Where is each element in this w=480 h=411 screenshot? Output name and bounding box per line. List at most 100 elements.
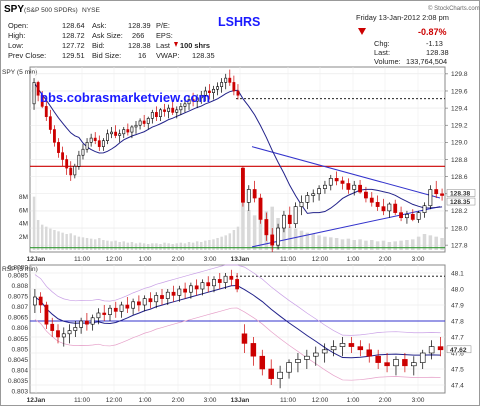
rsp-candle-body: [304, 355, 310, 360]
price-candle-body: [85, 142, 89, 150]
volume-bar: [220, 236, 223, 250]
price-x-axis: 12Jan 11:00 12:00 1:00 2:00 3:00 13Jan 11:00 12:…: [27, 256, 425, 263]
volume-bar: [167, 243, 170, 250]
volume-bar: [311, 234, 315, 250]
rsp-candle-body: [56, 330, 60, 338]
volume-bar: [399, 240, 403, 250]
volume-bar: [65, 234, 68, 250]
rsp-x-tick-label: 11:00: [74, 397, 90, 404]
rsp-candle-body: [223, 275, 228, 283]
volume-bar: [102, 240, 105, 250]
price-candle-body: [126, 129, 130, 133]
price-candle-body: [299, 202, 304, 207]
price-candle-body: [65, 159, 69, 169]
triangle-trendline: [251, 206, 441, 248]
rsp-bands: [34, 264, 441, 381]
price-tag: [446, 197, 476, 206]
field-eps-label: EPS:: [156, 31, 173, 40]
volume-bar: [216, 238, 219, 250]
rsp-y-axis-right: 47.4 47.5 47.6 47.7 47.8 47.9 48.0 48.1: [451, 270, 464, 389]
price-candle-body: [77, 154, 81, 167]
price-candle-body: [159, 109, 162, 117]
volume-bar: [155, 243, 158, 250]
volume-bar: [416, 236, 421, 250]
price-candle-body: [199, 94, 203, 99]
rsp-candle-body: [375, 355, 381, 363]
watermark: © StockCharts.com: [428, 5, 480, 12]
rsp-candle-body: [295, 359, 301, 363]
field-lastpx-label: Last:: [374, 48, 390, 57]
field-high-label: High:: [8, 31, 25, 40]
rsp-candle-body: [366, 349, 372, 357]
volume-bar: [232, 230, 236, 250]
price-candle-body: [175, 109, 179, 113]
rsp-x-axis: 12Jan 11:00 12:00 1:00 2:00 3:00 13Jan 11:00 12:…: [27, 397, 425, 404]
rsp-x-tick-label: 13Jan: [231, 397, 250, 404]
rsp-candle-body: [428, 346, 435, 354]
price-candle-body: [183, 103, 187, 107]
price-candle-body: [89, 137, 93, 143]
price-y-tick-label: 127.8: [451, 242, 468, 249]
rsp-y-tick-label-right: 47.9: [451, 302, 464, 309]
price-candle-body: [154, 112, 158, 117]
field-high-value: 128.72: [62, 31, 85, 40]
volume-bar: [98, 238, 101, 250]
rsp-candle-body: [96, 312, 101, 319]
price-x-tick-label: 12:00: [106, 256, 123, 263]
triangle-trendlines: [251, 146, 441, 248]
rsp-candle-body: [250, 343, 257, 357]
volume-bar: [40, 224, 44, 250]
rsp-candle-body: [286, 362, 292, 373]
volume-bar: [93, 239, 97, 250]
volume-bar: [147, 244, 150, 250]
price-candle-body: [399, 212, 403, 219]
price-x-tick-label: 12:00: [312, 256, 329, 263]
price-candle-body: [428, 189, 433, 207]
rsp-y-tick-label-left: 0.8035: [8, 378, 29, 385]
field-vwap-label: VWAP:: [156, 51, 180, 60]
rsp-candle-body: [241, 333, 248, 344]
price-candle-body: [163, 109, 166, 112]
rsp-y-tick-label-left: 0.8055: [8, 336, 29, 343]
rsp-candle-body: [357, 346, 364, 351]
field-volume-label: Volume:: [374, 57, 401, 66]
field-last-value: 100 shrs: [180, 41, 210, 50]
rsp-y-tick-label-left: 0.808: [11, 283, 28, 290]
rsp-candle-body: [90, 317, 95, 325]
rsp-candle-body: [235, 279, 239, 290]
rsp-y-tick-label-left: 0.8075: [8, 294, 29, 301]
rsp-candle-body: [73, 327, 78, 331]
price-candle-body: [276, 227, 280, 246]
price-tag-label: 128.38: [450, 190, 471, 197]
price-candle-body: [287, 214, 292, 225]
price-y-tick-label: 129.2: [451, 123, 468, 130]
rsp-candle-body: [206, 282, 211, 287]
volume-bar: [323, 236, 327, 250]
rsp-x-tick-label: 1:00: [347, 397, 360, 404]
volume-bar: [200, 242, 203, 250]
price-candle-body: [375, 202, 380, 207]
price-x-tick-label: 11:00: [280, 256, 296, 263]
rsp-candle-body: [330, 346, 337, 351]
rsp-x-tick-label: 3:00: [412, 397, 425, 404]
price-candle-body: [258, 197, 263, 220]
volume-bar: [212, 239, 215, 250]
price-candle-body: [434, 189, 439, 195]
volume-bar: [151, 243, 154, 250]
volume-bar: [122, 241, 125, 250]
rsp-candle-body: [393, 359, 399, 367]
volume-bar: [428, 235, 433, 250]
price-candle-body: [61, 152, 65, 160]
price-candle-body: [134, 124, 138, 128]
volume-bar: [89, 238, 93, 250]
volume-bar: [405, 240, 409, 250]
price-candle-body: [81, 148, 85, 156]
price-candle-body: [282, 214, 286, 229]
rsp-panel: RSP (5 min) 0.8030.80350.8040.80450.8050…: [2, 264, 472, 395]
rsp-candle-body: [277, 371, 283, 379]
price-candle-body: [220, 82, 224, 87]
rsp-x-tick-label: 12:00: [106, 397, 123, 404]
rsp-candle-body: [32, 296, 37, 306]
price-candle-body: [311, 193, 316, 196]
price-x-tick-label: 13Jan: [231, 256, 250, 263]
